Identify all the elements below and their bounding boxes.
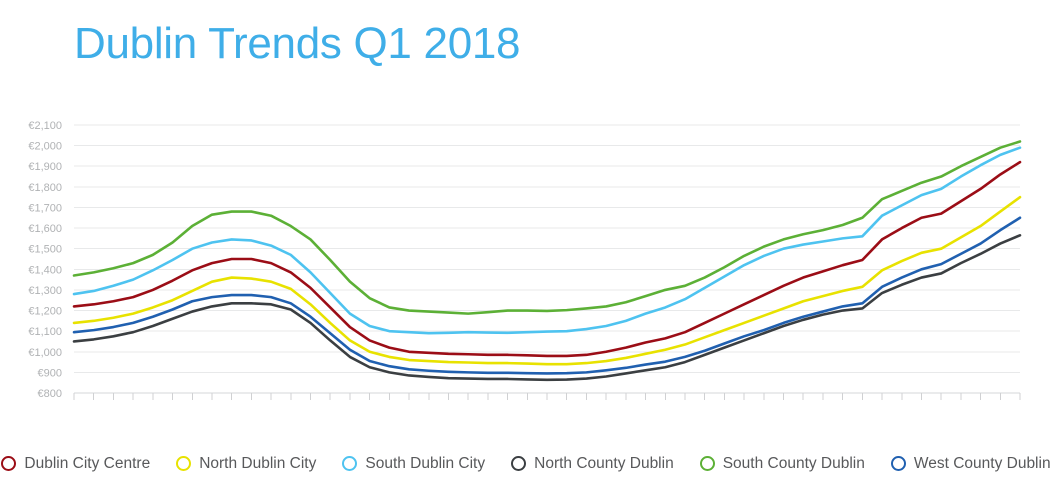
y-axis-tick-label: €1,700 (28, 202, 62, 214)
legend-circle-icon (176, 456, 192, 471)
legend-item-label: North County Dublin (534, 454, 674, 472)
legend-item-south-dublin-city[interactable]: South Dublin City (342, 455, 485, 473)
legend-circle-icon (699, 456, 715, 471)
plot-area: €800 €900 €1,000 €1,100 €1,200 €1,300 €1,400 €1… (0, 108, 1052, 408)
legend-circle-icon (511, 456, 527, 471)
legend-item-north-county-dublin[interactable]: North County Dublin (511, 455, 674, 473)
chart-legend: Dublin City Centre North Dublin City South… (0, 448, 1052, 479)
y-axis-tick-label: €1,000 (28, 347, 62, 359)
y-axis-tick-label: €2,000 (28, 141, 62, 153)
series-line-west-county-dublin (72, 216, 1022, 375)
legend-circle-icon (342, 456, 358, 471)
legend-item-label: West County Dublin (913, 454, 1051, 472)
y-axis-tick-label: €1,600 (28, 223, 62, 235)
legend-item-label: South County Dublin (722, 454, 865, 472)
legend-circle-icon (890, 456, 906, 471)
y-axis-tick-label: €1,500 (28, 244, 62, 256)
y-axis-tick-label: €1,800 (28, 182, 62, 194)
y-axis-tick-label: €1,900 (28, 161, 62, 173)
x-axis-ticks (73, 393, 1021, 400)
y-axis-tick-label: €1,400 (28, 264, 62, 276)
legend-item-label: South Dublin City (365, 454, 486, 472)
series-line-south-dublin-city (72, 146, 1022, 335)
y-axis-tick-label: €900 (38, 367, 62, 379)
y-axis-tick-label: €1,100 (28, 326, 62, 338)
series-line-dublin-city-centre (72, 160, 1022, 358)
series-line-north-county-dublin (72, 233, 1022, 382)
legend-item-label: North Dublin City (199, 454, 317, 472)
gridlines (74, 124, 1020, 394)
legend-circle-icon (1, 456, 17, 471)
legend-item-south-county-dublin[interactable]: South County Dublin (699, 454, 865, 473)
legend-item-west-county-dublin[interactable]: West County Dublin (890, 454, 1051, 473)
y-axis-labels: €800 €900 €1,000 €1,100 €1,200 €1,300 €1,400 €1… (28, 120, 62, 400)
legend-item-dublin-city-centre[interactable]: Dublin City Centre (1, 455, 150, 473)
line-chart-svg: €800 €900 €1,000 €1,100 €1,200 €1,300 €1,400 €1… (28, 120, 1022, 400)
y-axis-tick-label: €800 (38, 388, 62, 400)
series-line-north-dublin-city (72, 195, 1022, 366)
legend-item-label: Dublin City Centre (24, 454, 151, 472)
y-axis-tick-label: €1,300 (28, 285, 62, 297)
data-series (72, 140, 1022, 382)
page-title: Dublin Trends Q1 2018 (74, 19, 521, 68)
y-axis-tick-label: €1,200 (28, 306, 62, 318)
series-line-south-county-dublin (72, 140, 1022, 315)
legend-item-north-dublin-city[interactable]: North Dublin City (176, 455, 316, 473)
y-axis-tick-label: €2,100 (28, 120, 62, 132)
